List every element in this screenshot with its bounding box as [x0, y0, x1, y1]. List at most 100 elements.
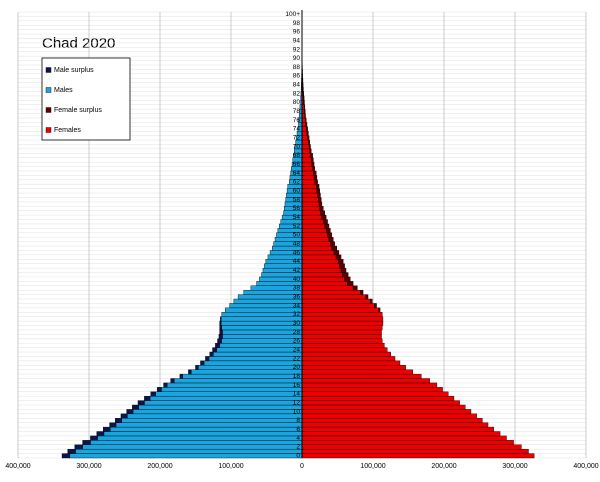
- bar: [221, 338, 303, 344]
- legend-label: Females: [54, 127, 81, 134]
- bar: [301, 263, 340, 269]
- bar: [301, 188, 318, 194]
- bar: [96, 431, 105, 437]
- x-tick-label: 100,000: [218, 463, 243, 470]
- bar: [301, 329, 382, 335]
- bar: [144, 400, 303, 406]
- y-tick-label: 28: [293, 329, 301, 336]
- y-tick-label: 20: [293, 364, 301, 371]
- y-tick-label: 64: [293, 170, 301, 177]
- bar: [209, 351, 214, 357]
- y-tick-label: 10: [293, 408, 301, 415]
- bar: [110, 426, 303, 432]
- y-tick-label: 60: [293, 188, 301, 195]
- y-tick-label: 12: [293, 400, 301, 407]
- bar: [301, 192, 318, 198]
- bar: [301, 431, 501, 437]
- bar: [69, 453, 303, 459]
- legend-swatch: [45, 67, 52, 73]
- bar: [301, 307, 379, 313]
- bar: [333, 250, 340, 256]
- bar: [342, 272, 349, 278]
- bar: [301, 254, 337, 260]
- bar: [203, 360, 303, 366]
- bar: [173, 378, 303, 384]
- bar: [301, 122, 306, 128]
- bar: [301, 219, 324, 225]
- bar: [303, 108, 306, 114]
- bar: [301, 148, 311, 154]
- bar: [301, 126, 307, 132]
- bar: [301, 342, 385, 348]
- bar: [301, 237, 330, 242]
- bar: [301, 356, 396, 362]
- bar: [219, 325, 222, 331]
- bar: [301, 387, 443, 392]
- bar: [327, 232, 333, 238]
- bar: [301, 347, 388, 353]
- bar: [369, 298, 373, 304]
- y-tick-label: 14: [293, 391, 301, 398]
- bar: [311, 161, 315, 167]
- y-tick-label: 70: [293, 143, 301, 150]
- legend-label: Males: [54, 87, 73, 94]
- bar: [319, 206, 324, 211]
- y-tick-label: 62: [293, 179, 301, 186]
- bar: [132, 404, 139, 410]
- bar: [156, 387, 162, 392]
- bar: [166, 382, 303, 388]
- bar: [301, 373, 422, 379]
- bar: [170, 378, 175, 384]
- bar: [301, 298, 371, 304]
- bar: [233, 298, 303, 304]
- bar: [301, 325, 383, 331]
- y-tick-label: 42: [293, 267, 301, 274]
- bar: [301, 409, 472, 415]
- bar: [301, 175, 315, 181]
- bar: [127, 413, 303, 419]
- x-tick-label: 400,000: [5, 463, 30, 470]
- bar: [311, 157, 314, 163]
- bar: [303, 104, 306, 110]
- bar: [301, 241, 331, 247]
- bar: [301, 228, 327, 233]
- bar: [374, 303, 377, 309]
- bar: [218, 334, 223, 339]
- bar: [221, 312, 303, 317]
- bar: [155, 391, 303, 397]
- y-tick-label: 22: [293, 355, 301, 362]
- bar: [90, 440, 303, 445]
- y-tick-label: 56: [293, 205, 301, 212]
- y-tick-label: 66: [293, 161, 301, 168]
- bar: [301, 334, 382, 339]
- y-tick-label: 44: [293, 258, 301, 265]
- bar: [301, 131, 308, 136]
- bar: [301, 365, 406, 370]
- bar: [316, 188, 320, 194]
- bar: [301, 369, 413, 375]
- x-tick-label: 300,000: [502, 463, 527, 470]
- legend-label: Male surplus: [54, 67, 94, 74]
- bar: [301, 435, 507, 441]
- bar: [82, 440, 91, 445]
- bar: [188, 369, 192, 375]
- bar: [182, 373, 303, 379]
- bar: [301, 320, 384, 326]
- bar: [301, 259, 339, 264]
- bar: [301, 161, 313, 167]
- bar: [303, 100, 305, 105]
- bar: [301, 157, 312, 163]
- legend-label: Female surplus: [54, 107, 102, 114]
- y-tick-label: 84: [293, 82, 301, 89]
- bar: [220, 316, 222, 322]
- bar: [301, 210, 321, 216]
- bar: [301, 444, 522, 450]
- y-tick-label: 68: [293, 152, 301, 159]
- bar: [220, 320, 303, 326]
- bar: [313, 170, 317, 176]
- bar: [330, 241, 335, 247]
- bar: [301, 360, 401, 366]
- bar: [378, 307, 381, 313]
- bar: [302, 86, 304, 92]
- y-tick-label: 24: [293, 347, 301, 354]
